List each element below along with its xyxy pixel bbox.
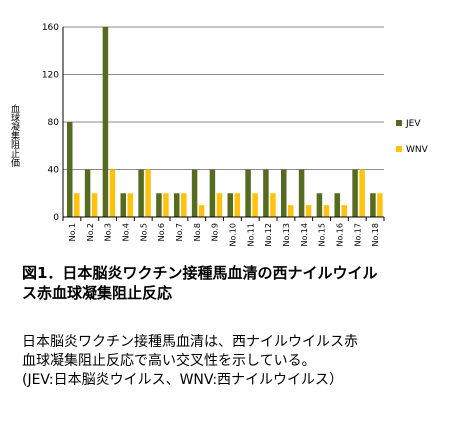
legend-label-jev: JEV (405, 119, 421, 129)
bars (67, 27, 383, 217)
bar-jev-no1 (67, 122, 73, 217)
bar-wnv-no15 (323, 205, 330, 217)
description-line-1: 日本脳炎ワクチン接種馬血清は、西ナイルウイルス赤 (22, 334, 358, 350)
bar-wnv-no6 (163, 193, 169, 217)
legend-label-wnv: WNV (406, 145, 429, 155)
description-line-3: (JEV:日本脳炎ウイルス、WNV:西ナイルウイルス） (22, 372, 344, 388)
x-tick-label: No.14 (300, 223, 309, 246)
bar-jev-no4 (120, 193, 126, 217)
bar-wnv-no17 (359, 169, 365, 217)
bar-wnv-no13 (288, 205, 294, 217)
bar-jev-no13 (281, 169, 287, 217)
x-tick-label: No.8 (193, 223, 202, 241)
x-tick-label: No.3 (104, 223, 113, 241)
x-tick-label: No.7 (175, 223, 184, 241)
y-tick-label: 160 (42, 23, 59, 33)
legend-swatch-jev (396, 120, 402, 126)
bar-wnv-no1 (74, 193, 80, 217)
bar-jev-no15 (316, 193, 323, 217)
x-tick-label: No.16 (335, 223, 344, 246)
y-tick-label: 40 (48, 166, 60, 176)
axes (62, 27, 385, 221)
x-tick-label: No.12 (264, 223, 273, 246)
y-tick-label: 80 (48, 118, 60, 128)
figure-description: 日本脳炎ワクチン接種馬血清は、西ナイルウイルス赤 血球凝集阻止反応で高い交叉性を… (22, 333, 442, 390)
x-tick-label: No.10 (228, 223, 237, 246)
x-tick-label: No.18 (371, 223, 380, 246)
x-tick-label: No.9 (211, 223, 220, 241)
bar-jev-no9 (209, 169, 216, 217)
bar-jev-no11 (245, 169, 251, 217)
bar-wnv-no3 (109, 169, 116, 217)
x-tick-label: No.2 (86, 223, 95, 241)
legend: JEV WNV (396, 119, 429, 155)
x-tick-label: No.1 (68, 223, 77, 241)
y-axis-label: 血球凝集阻止価 (9, 103, 20, 167)
bar-jev-no3 (102, 27, 109, 217)
bar-jev-no6 (156, 193, 162, 217)
legend-swatch-wnv (396, 146, 402, 152)
y-tick-label: 120 (42, 71, 59, 81)
bar-jev-no14 (298, 169, 305, 217)
bar-wnv-no8 (198, 205, 205, 217)
x-tick-label: No.5 (139, 223, 148, 241)
bar-wnv-no5 (145, 169, 151, 217)
y-tick-labels: 0 40 80 120 160 (42, 23, 59, 223)
x-tick-labels: No.1 No.2 No.3 No.4 No.5 No.6 No.7 No.8 No.9 No.1… (68, 223, 380, 246)
x-tick-label: No.4 (121, 223, 130, 241)
bar-jev-no18 (370, 193, 376, 217)
bar-wnv-no2 (91, 193, 98, 217)
bar-wnv-no9 (216, 193, 223, 217)
bar-chart: 0 40 80 120 160 No.1 No.2 No.3 No.4 No.5 No.6 No.7… (9, 23, 429, 246)
x-tick-label: No.17 (353, 223, 362, 246)
x-tick-label: No.15 (318, 223, 327, 246)
description-line-2: 血球凝集阻止反応で高い交叉性を示している。 (22, 353, 316, 369)
bar-jev-no17 (352, 169, 358, 217)
bar-jev-no8 (191, 169, 198, 217)
x-tick-label: No.6 (157, 223, 166, 241)
bar-wnv-no18 (377, 193, 383, 217)
bar-jev-no16 (334, 193, 340, 217)
figure-caption: 図1．日本脳炎ワクチン接種馬血清の西ナイルウイル ス赤血球凝集阻止反応 (22, 263, 442, 303)
bar-jev-no12 (263, 169, 269, 217)
bar-wnv-no12 (270, 193, 276, 217)
bar-wnv-no16 (341, 205, 347, 217)
bar-wnv-no10 (234, 193, 240, 217)
grid-lines (63, 26, 384, 170)
bar-jev-no10 (227, 193, 233, 217)
caption-line-1: 図1．日本脳炎ワクチン接種馬血清の西ナイルウイル (22, 264, 378, 282)
bar-wnv-no11 (252, 193, 258, 217)
bar-wnv-no7 (181, 193, 187, 217)
caption-line-2: ス赤血球凝集阻止反応 (22, 284, 173, 302)
bar-wnv-no4 (127, 193, 133, 217)
bar-jev-no2 (84, 169, 91, 217)
x-tick-label: No.13 (282, 223, 291, 246)
bar-jev-no5 (138, 169, 144, 217)
bar-jev-no7 (174, 193, 180, 217)
bar-wnv-no14 (305, 205, 312, 217)
y-tick-label: 0 (53, 213, 59, 223)
x-tick-label: No.11 (246, 223, 255, 246)
